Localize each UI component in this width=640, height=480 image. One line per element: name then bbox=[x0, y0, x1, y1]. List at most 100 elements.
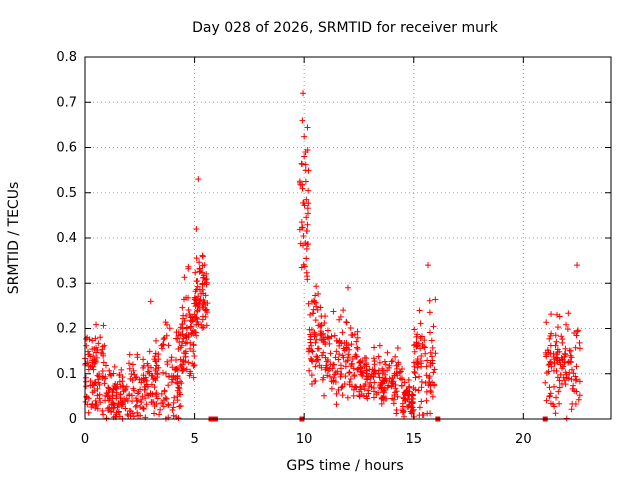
data-point bbox=[303, 228, 310, 235]
data-point bbox=[148, 381, 155, 388]
data-point bbox=[333, 390, 340, 397]
data-point bbox=[105, 384, 112, 391]
data-point bbox=[395, 359, 402, 366]
data-point bbox=[336, 316, 343, 323]
data-point bbox=[94, 405, 101, 412]
data-point bbox=[127, 412, 134, 419]
data-point bbox=[418, 333, 425, 340]
data-point bbox=[93, 321, 100, 328]
data-point bbox=[179, 325, 186, 332]
data-point bbox=[384, 349, 391, 356]
data-point bbox=[412, 386, 419, 393]
data-point bbox=[313, 283, 320, 290]
data-point bbox=[366, 383, 373, 390]
data-point bbox=[85, 395, 92, 402]
data-point bbox=[379, 374, 386, 381]
data-point bbox=[194, 307, 201, 314]
data-point bbox=[91, 387, 98, 394]
data-point bbox=[311, 299, 318, 306]
data-point bbox=[196, 297, 203, 304]
data-point bbox=[306, 346, 313, 353]
data-point bbox=[100, 352, 107, 359]
data-point bbox=[312, 317, 319, 324]
data-point bbox=[568, 406, 575, 413]
data-point bbox=[100, 411, 107, 418]
data-point bbox=[371, 358, 378, 365]
data-point bbox=[353, 344, 360, 351]
data-point bbox=[338, 371, 345, 378]
data-point bbox=[382, 361, 389, 368]
data-point bbox=[331, 371, 338, 378]
data-point bbox=[89, 357, 96, 364]
data-point bbox=[418, 378, 425, 385]
data-point bbox=[197, 268, 204, 275]
data-point bbox=[302, 148, 309, 155]
data-point bbox=[568, 354, 575, 361]
data-point bbox=[380, 388, 387, 395]
data-point bbox=[193, 278, 200, 285]
data-point bbox=[199, 262, 206, 269]
data-point bbox=[573, 332, 580, 339]
data-point bbox=[102, 373, 109, 380]
data-point bbox=[95, 340, 102, 347]
data-point bbox=[551, 383, 558, 390]
data-point bbox=[152, 358, 159, 365]
data-point bbox=[188, 330, 195, 337]
data-point bbox=[162, 395, 169, 402]
data-point bbox=[336, 342, 343, 349]
data-point bbox=[140, 405, 147, 412]
data-point bbox=[341, 339, 348, 346]
data-point bbox=[151, 410, 158, 417]
data-point bbox=[411, 369, 418, 376]
data-point bbox=[542, 379, 549, 386]
data-point bbox=[408, 403, 415, 410]
data-point bbox=[576, 345, 583, 352]
data-point bbox=[123, 383, 130, 390]
data-point bbox=[345, 351, 352, 358]
data-point bbox=[406, 398, 413, 405]
x-tick-label: 5 bbox=[190, 432, 198, 447]
data-point bbox=[85, 409, 92, 416]
data-point bbox=[552, 332, 559, 339]
data-point bbox=[312, 292, 319, 299]
data-point bbox=[313, 336, 320, 343]
data-point bbox=[159, 400, 166, 407]
data-point bbox=[417, 320, 424, 327]
data-point bbox=[398, 382, 405, 389]
data-point bbox=[148, 372, 155, 379]
data-point bbox=[312, 363, 319, 370]
data-point bbox=[165, 401, 172, 408]
data-point bbox=[339, 352, 346, 359]
data-point bbox=[185, 331, 192, 338]
data-point bbox=[412, 374, 419, 381]
data-point bbox=[306, 326, 313, 333]
data-point bbox=[375, 353, 382, 360]
data-point bbox=[82, 398, 89, 405]
data-point bbox=[429, 344, 436, 351]
data-point bbox=[325, 356, 332, 363]
data-point bbox=[318, 335, 325, 342]
data-point bbox=[298, 219, 305, 226]
data-point bbox=[202, 307, 209, 314]
data-point bbox=[154, 371, 161, 378]
data-point bbox=[187, 345, 194, 352]
data-point bbox=[170, 404, 177, 411]
data-point bbox=[404, 404, 411, 411]
data-point bbox=[154, 395, 161, 402]
data-point bbox=[300, 261, 307, 268]
data-point bbox=[298, 160, 305, 167]
data-point bbox=[544, 347, 551, 354]
data-point bbox=[331, 332, 338, 339]
data-point bbox=[413, 343, 420, 350]
data-point bbox=[174, 375, 181, 382]
data-point bbox=[126, 365, 133, 372]
data-point bbox=[324, 327, 331, 334]
data-point bbox=[411, 368, 418, 375]
data-point bbox=[311, 378, 318, 385]
data-point bbox=[351, 331, 358, 338]
data-point bbox=[194, 318, 201, 325]
data-point bbox=[333, 338, 340, 345]
data-point bbox=[132, 403, 139, 410]
data-point bbox=[543, 370, 550, 377]
data-point bbox=[316, 322, 323, 329]
